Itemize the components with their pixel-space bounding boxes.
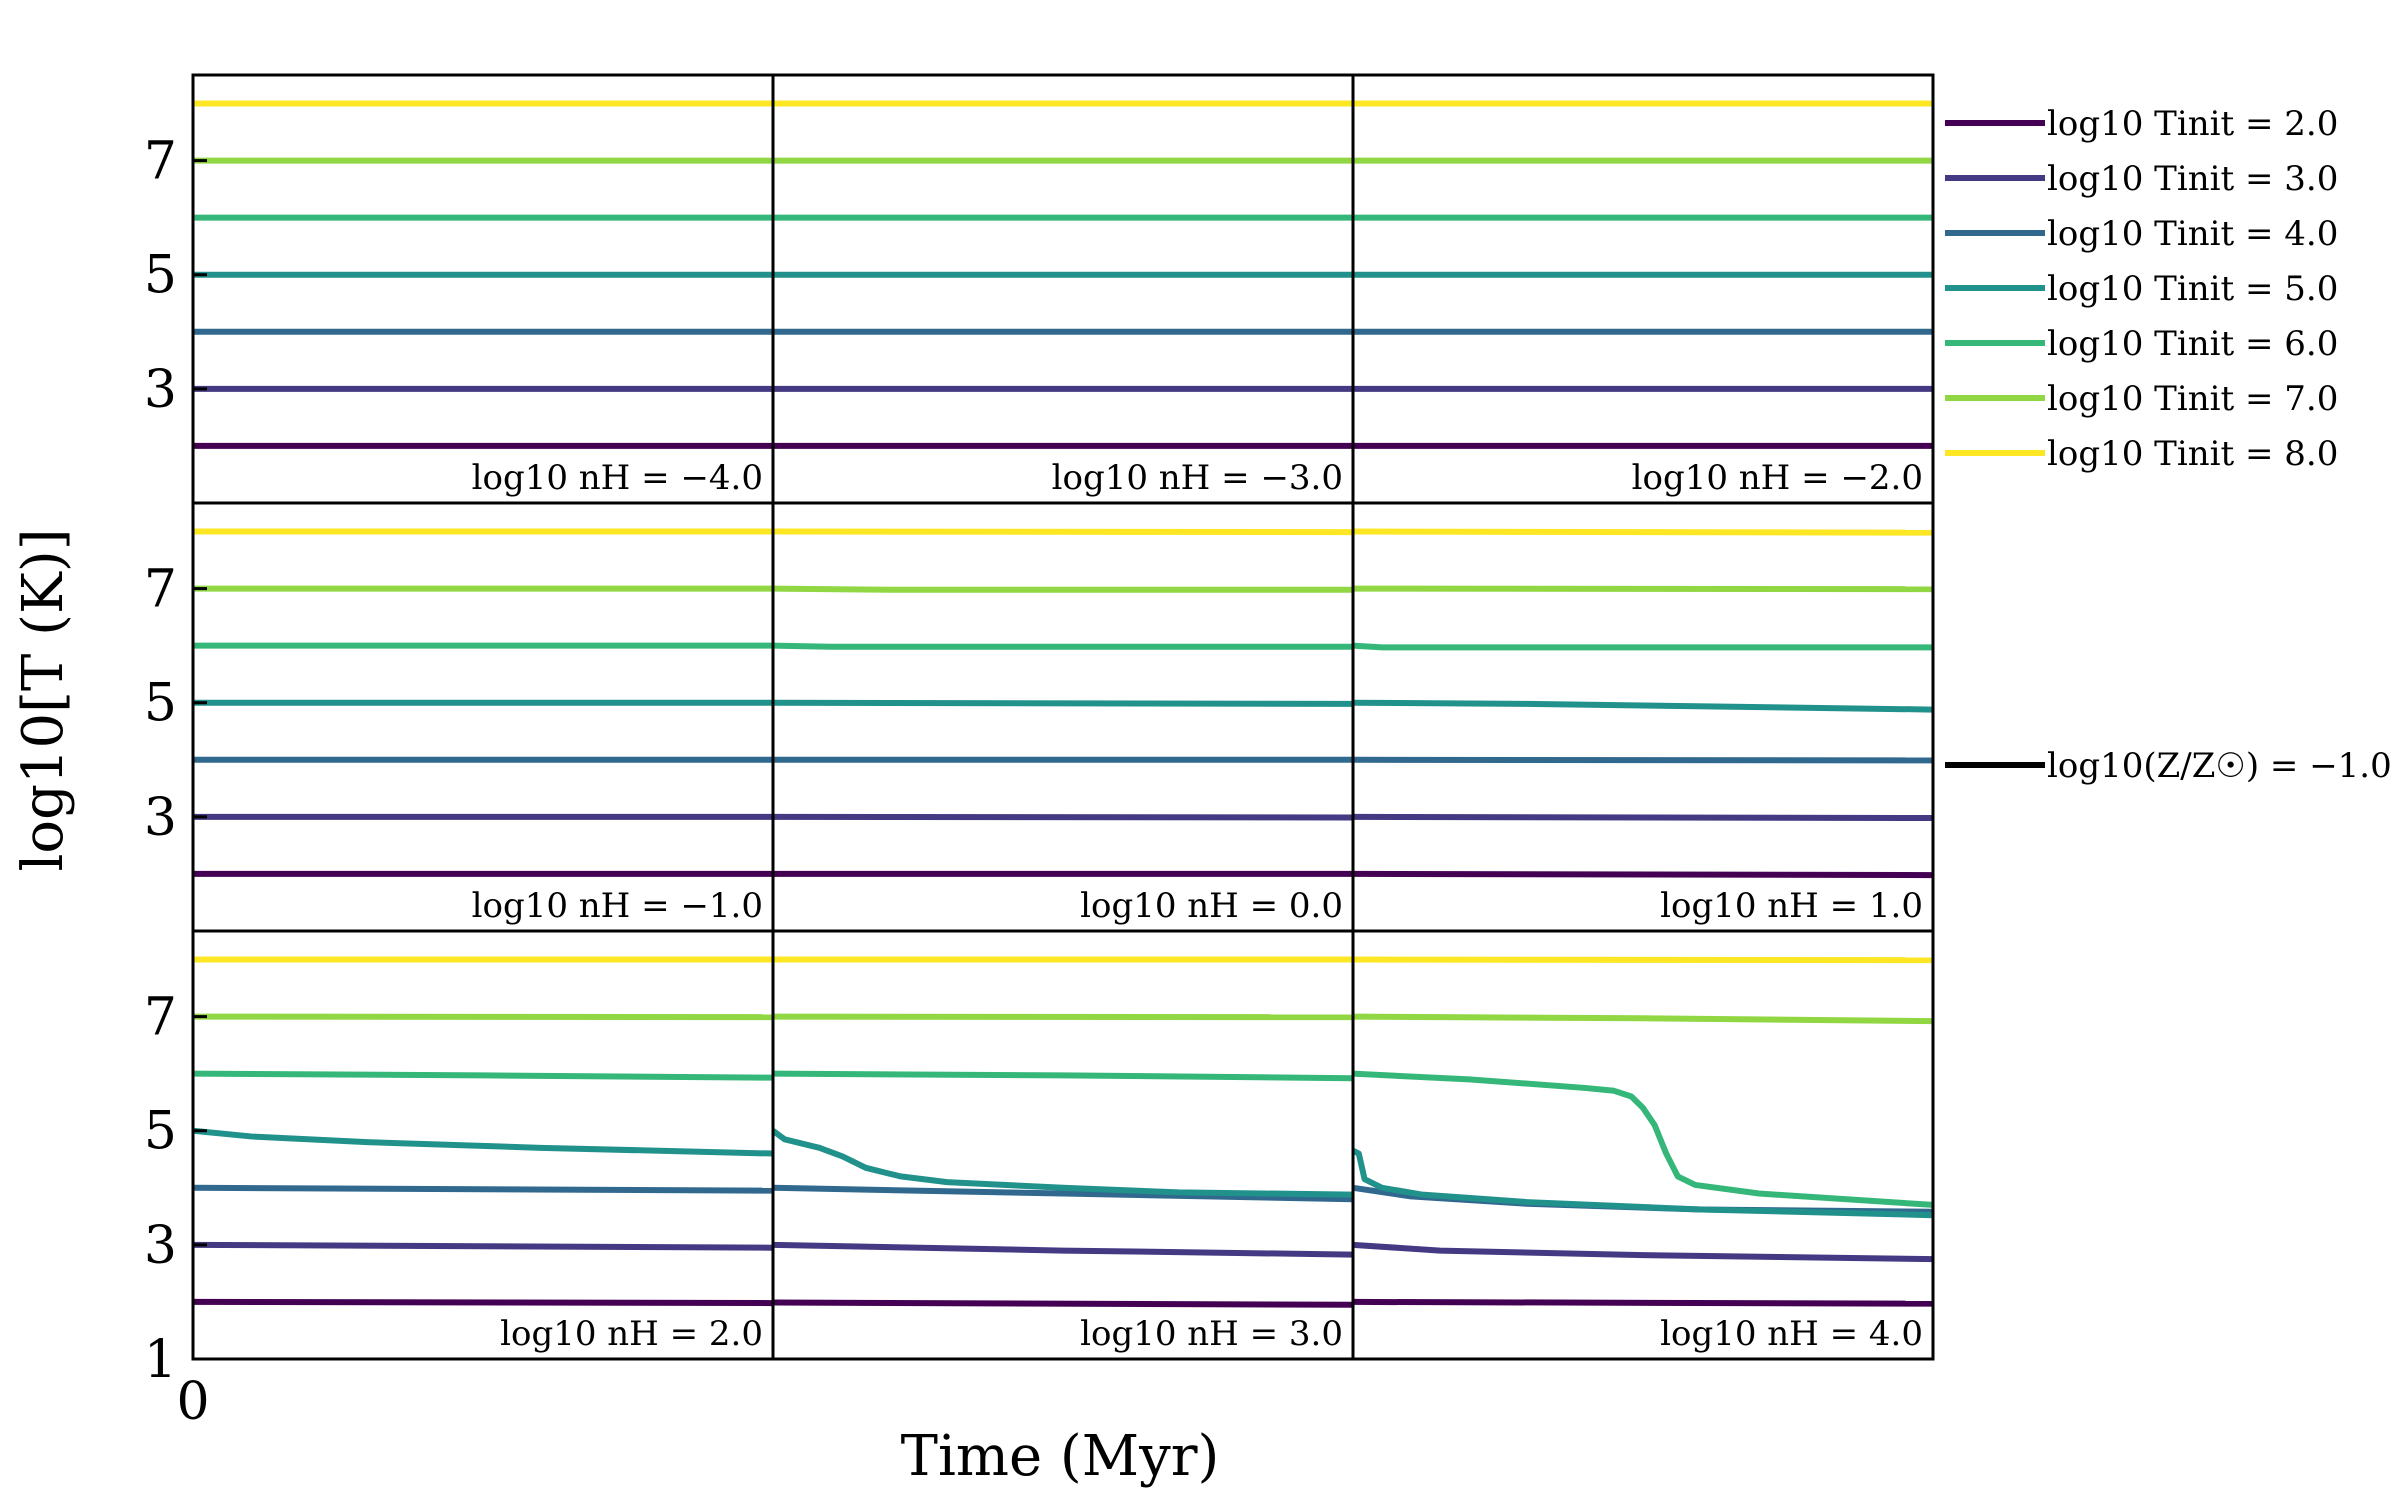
series-line [1352, 1298, 1934, 1307]
y-axis-title: log10[T (K)] [11, 528, 76, 871]
y-tick-label: 7 [144, 988, 177, 1048]
panel-frame [771, 73, 1355, 505]
panel-7: log10 nH = 2.0 1 3 5 7 0 [144, 929, 775, 1432]
panel-1: log10 nH = −4.0 3 5 7 [144, 73, 775, 505]
panel-8: log10 nH = 3.0 [771, 929, 1355, 1361]
panel-frame [1351, 73, 1935, 505]
series-line [192, 1184, 774, 1194]
panel-frame [771, 501, 1355, 933]
y-tick-label: 3 [144, 360, 177, 420]
series-line [1352, 1241, 1934, 1263]
series-line [1351, 1148, 1934, 1219]
legend-entry: log10 Tinit = 6.0 [1945, 324, 2338, 364]
series-line [772, 1241, 1354, 1258]
panel-4: log10 nH = −1.0 3 5 7 [144, 501, 775, 933]
series-line [192, 1127, 774, 1157]
x-tick-label: 0 [176, 1372, 209, 1432]
series-line [772, 699, 1354, 707]
panel-label: log10 nH = 2.0 [500, 1314, 763, 1354]
series-line [772, 813, 1354, 821]
series-line [1352, 813, 1934, 822]
panel-label: log10 nH = −4.0 [472, 458, 763, 498]
series-line [192, 1070, 774, 1081]
axis-layer: Time (Myr) log10[T (K)] [11, 528, 1219, 1489]
y-tick-label: 5 [144, 1102, 177, 1162]
series-line [772, 585, 1353, 593]
legend-label: log10 Tinit = 8.0 [2047, 434, 2338, 474]
legend-label: log10 Tinit = 3.0 [2047, 159, 2338, 199]
series-line [1352, 1070, 1934, 1208]
legend-entry: log10 Tinit = 8.0 [1945, 434, 2338, 474]
legend-label: log10 Tinit = 2.0 [2047, 104, 2338, 144]
series-line [1352, 642, 1933, 651]
panel-label: log10 nH = −2.0 [1632, 458, 1923, 498]
panel-9: log10 nH = 4.0 [1351, 929, 1935, 1361]
y-tick-label: 1 [144, 1330, 177, 1390]
panel-label: log10 nH = −3.0 [1052, 458, 1343, 498]
y-tick-label: 3 [144, 1216, 177, 1276]
panel-frame [771, 929, 1355, 1361]
series-line [192, 1013, 774, 1021]
panel-label: log10 nH = 0.0 [1080, 886, 1343, 926]
legend-label: log10 Tinit = 5.0 [2047, 269, 2338, 309]
legend-label: log10 Tinit = 4.0 [2047, 214, 2338, 254]
series-line [1352, 528, 1934, 536]
series-line [1352, 699, 1934, 713]
metallicity-legend-entry: log10(Z/Z☉) = −1.0 [1945, 746, 2392, 786]
panel-label: log10 nH = 1.0 [1660, 886, 1923, 926]
panel-frame [1351, 501, 1935, 933]
panel-label: log10 nH = 4.0 [1660, 1314, 1923, 1354]
y-tick-label: 3 [144, 788, 177, 848]
series-line [1352, 1013, 1934, 1025]
series-line [772, 528, 1354, 536]
y-tick-label: 7 [144, 560, 177, 620]
legend-entry: log10 Tinit = 2.0 [1945, 104, 2338, 144]
legend-entry: log10 Tinit = 4.0 [1945, 214, 2338, 254]
y-tick-label: 7 [144, 132, 177, 192]
panel-frame [1351, 929, 1935, 1361]
series-line [772, 1299, 1354, 1308]
metallicity-label: log10(Z/Z☉) = −1.0 [2047, 746, 2392, 786]
series-line [772, 1184, 1354, 1203]
series-line [1352, 956, 1934, 964]
series-line [771, 1128, 1354, 1198]
series-line [1352, 870, 1934, 879]
panels-layer: log10 nH = −4.0 3 5 7 log10 nH = −3.0 log10 n… [144, 73, 1935, 1432]
series-line [192, 1241, 774, 1251]
panel-frame [191, 501, 775, 933]
panel-label: log10 nH = −1.0 [472, 886, 763, 926]
panel-2: log10 nH = −3.0 [771, 73, 1355, 505]
series-line [192, 1298, 774, 1307]
panel-3: log10 nH = −2.0 [1351, 73, 1935, 505]
series-line [772, 642, 1353, 650]
panel-frame [191, 73, 775, 505]
panel-6: log10 nH = 1.0 [1351, 501, 1935, 933]
panel-5: log10 nH = 0.0 [771, 501, 1355, 933]
legend-entry: log10 Tinit = 7.0 [1945, 379, 2338, 419]
x-axis-title: Time (Myr) [901, 1424, 1220, 1489]
series-line [772, 1070, 1354, 1082]
y-tick-label: 5 [144, 674, 177, 734]
series-line [1352, 585, 1934, 593]
series-line [772, 1013, 1354, 1021]
legend-label: log10 Tinit = 7.0 [2047, 379, 2338, 419]
legend-entry: log10 Tinit = 3.0 [1945, 159, 2338, 199]
series-line [1352, 756, 1934, 764]
legend: log10 Tinit = 2.0 log10 Tinit = 3.0 log10 … [1945, 104, 2392, 786]
legend-label: log10 Tinit = 6.0 [2047, 324, 2338, 364]
panel-label: log10 nH = 3.0 [1080, 1314, 1343, 1354]
legend-entry: log10 Tinit = 5.0 [1945, 269, 2338, 309]
y-tick-label: 5 [144, 246, 177, 306]
